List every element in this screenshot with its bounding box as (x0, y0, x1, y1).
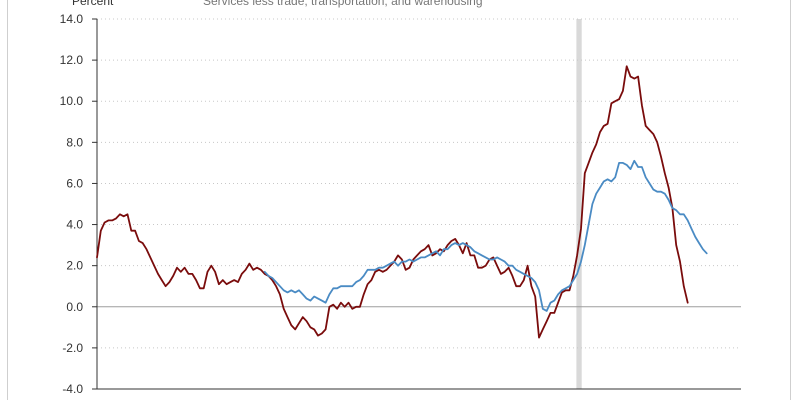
y-tick-label: 6.0 (66, 176, 83, 190)
series-line-2 (263, 159, 708, 312)
y-tick-label: 4.0 (66, 218, 83, 232)
y-axis-label: Percent (72, 0, 114, 8)
y-tick-label: -2.0 (62, 341, 83, 355)
y-tick-label: 10.0 (60, 94, 84, 108)
series-line-1 (96, 65, 689, 339)
panel-left-border (7, 0, 8, 400)
y-tick-label: 2.0 (66, 259, 83, 273)
y-tick-label: 14.0 (60, 12, 84, 26)
recession-band (576, 19, 582, 389)
y-tick-label: 0.0 (66, 300, 83, 314)
y-tick-label: -4.0 (62, 382, 83, 396)
panel-right-border (790, 0, 791, 400)
y-tick-label: 8.0 (66, 135, 83, 149)
y-tick-label: 12.0 (60, 53, 84, 67)
series-subtitle: Services less trade, transportation, and… (203, 0, 483, 8)
